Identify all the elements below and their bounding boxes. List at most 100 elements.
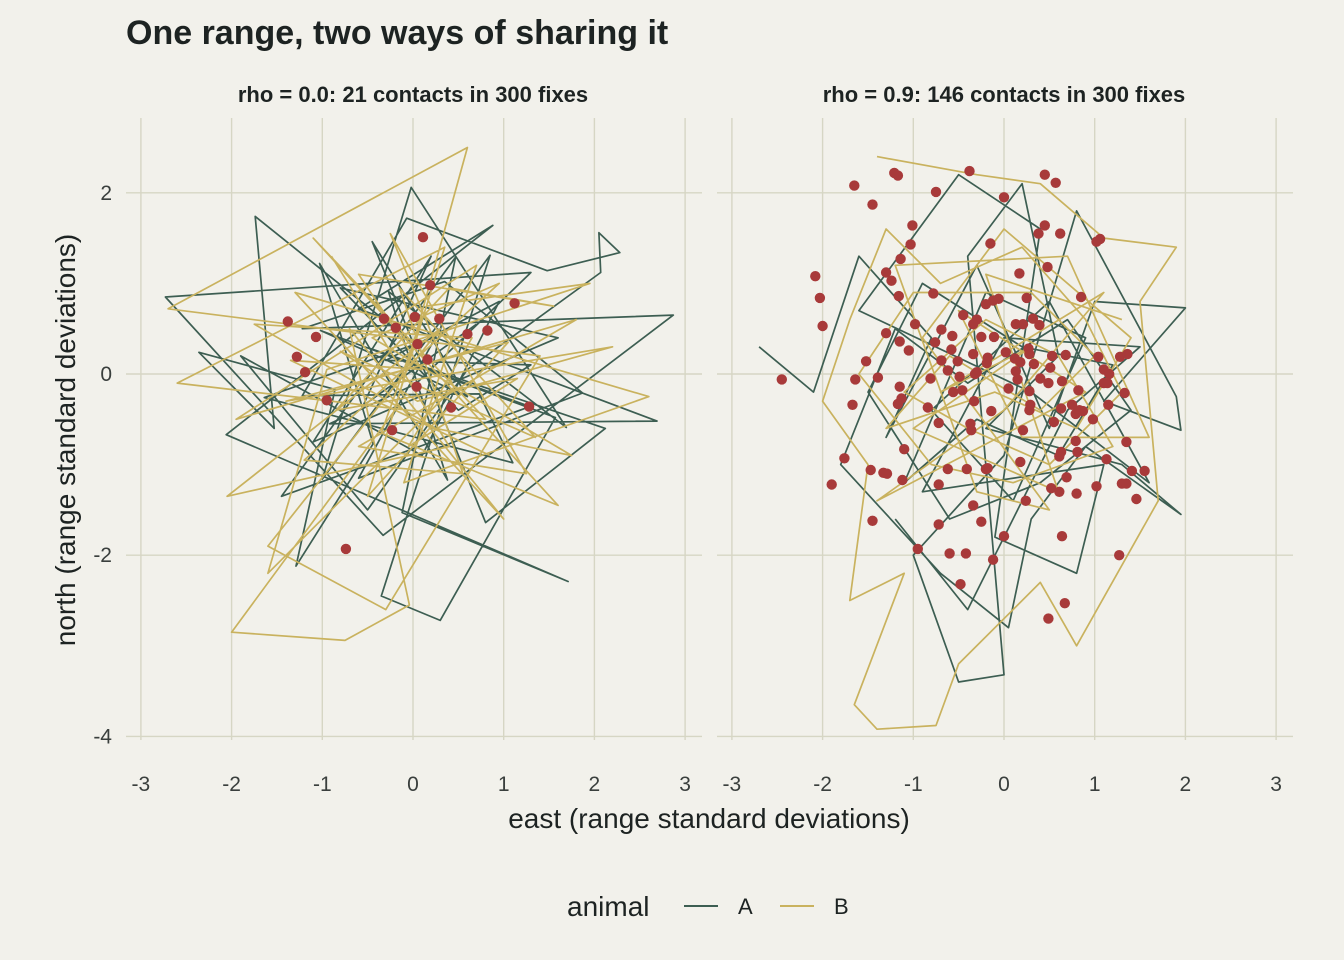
- contact-point: [922, 402, 933, 413]
- contact-point: [850, 374, 861, 385]
- contact-point: [1003, 383, 1014, 394]
- x-tick-label: 2: [1180, 773, 1192, 796]
- contact-point: [993, 293, 1004, 304]
- contact-point: [894, 336, 905, 347]
- contact-point: [1043, 613, 1054, 624]
- contact-point: [810, 271, 821, 282]
- contact-point: [1072, 446, 1083, 458]
- contact-point: [434, 313, 445, 324]
- contact-point: [936, 324, 947, 335]
- contact-point: [1017, 425, 1029, 436]
- contact-point: [1020, 495, 1031, 506]
- contact-point: [1131, 493, 1142, 505]
- contact-point: [930, 186, 942, 198]
- contact-point: [1070, 435, 1081, 447]
- y-tick-label: -2: [93, 544, 112, 567]
- contact-point: [903, 345, 914, 356]
- legend-title: animal: [567, 891, 649, 922]
- contact-point: [1071, 488, 1082, 499]
- contact-point: [1017, 319, 1029, 330]
- contact-point: [909, 319, 921, 330]
- contact-point: [929, 337, 941, 348]
- facet-panel-rho-0-9: -3 -2 -1 0 1 2 3: [717, 118, 1293, 796]
- contact-point: [445, 402, 457, 413]
- x-tick-label: -2: [222, 773, 241, 796]
- legend-label-a: A: [738, 894, 753, 919]
- contact-point: [321, 395, 332, 406]
- contact-point: [412, 338, 423, 350]
- contact-point: [933, 479, 944, 490]
- contact-point: [1024, 348, 1035, 360]
- contact-point: [1122, 348, 1133, 360]
- contact-point: [955, 579, 966, 590]
- contact-point: [968, 500, 979, 511]
- contact-point: [867, 199, 878, 210]
- contact-point: [386, 425, 398, 436]
- facet-panel-rho-0: -3 -2 -1 0 1 2 3 -4 -2 0 2: [93, 118, 702, 796]
- contact-point: [1055, 228, 1066, 239]
- contact-point: [1114, 550, 1125, 561]
- contact-point: [1061, 472, 1072, 483]
- contact-point: [390, 322, 401, 333]
- contact-point: [948, 386, 959, 398]
- contact-point: [880, 267, 892, 278]
- contact-point: [1066, 399, 1078, 410]
- contact-point: [462, 328, 473, 340]
- x-tick-label: -1: [313, 773, 332, 796]
- contact-point: [899, 444, 910, 455]
- contact-point: [961, 463, 972, 475]
- contact-point: [378, 313, 390, 324]
- contact-point: [1121, 478, 1132, 489]
- contact-point: [905, 239, 916, 250]
- legend: animal A B: [567, 891, 849, 922]
- series-line-a: [758, 173, 1187, 683]
- contact-point: [282, 316, 293, 327]
- contact-point: [933, 417, 944, 429]
- x-tick-label: 0: [998, 773, 1010, 796]
- contact-point: [942, 463, 953, 475]
- contact-point: [986, 405, 997, 417]
- contact-point: [1056, 531, 1068, 542]
- contact-point: [310, 331, 322, 343]
- legend-label-b: B: [834, 894, 849, 919]
- contact-point: [1126, 465, 1138, 477]
- x-tick-label: -3: [723, 773, 742, 796]
- contact-point: [1048, 416, 1060, 428]
- contact-point: [422, 354, 433, 365]
- contact-point: [1060, 349, 1071, 361]
- contact-point: [976, 516, 987, 527]
- contact-point: [1027, 313, 1039, 324]
- contact-point: [1119, 387, 1130, 399]
- y-tick-label: -4: [93, 725, 112, 748]
- contact-point: [912, 543, 923, 555]
- contact-point: [966, 425, 977, 436]
- contact-point: [1104, 368, 1115, 380]
- contact-point: [1021, 292, 1032, 304]
- contact-point: [895, 253, 906, 265]
- contact-point: [523, 401, 535, 412]
- contact-point: [1073, 385, 1084, 396]
- contact-point: [849, 180, 860, 191]
- contact-point: [1028, 358, 1040, 370]
- contact-point: [976, 331, 987, 343]
- contact-point: [1054, 486, 1065, 497]
- contact-point: [1014, 268, 1025, 279]
- contact-point: [1000, 347, 1011, 358]
- contact-point: [933, 519, 944, 530]
- contact-point: [411, 381, 422, 392]
- contact-point: [1039, 169, 1051, 180]
- contact-point: [960, 548, 972, 559]
- contact-point: [1015, 357, 1026, 368]
- contact-point: [928, 288, 939, 299]
- contact-point: [1077, 405, 1089, 417]
- contact-point: [409, 311, 420, 323]
- contact-point: [944, 548, 955, 559]
- contact-point: [417, 232, 429, 243]
- contact-point: [985, 238, 996, 249]
- contact-point: [1121, 436, 1132, 448]
- contact-point: [947, 330, 958, 342]
- contact-point: [964, 165, 975, 177]
- contact-point: [880, 328, 892, 339]
- contact-point: [942, 365, 953, 376]
